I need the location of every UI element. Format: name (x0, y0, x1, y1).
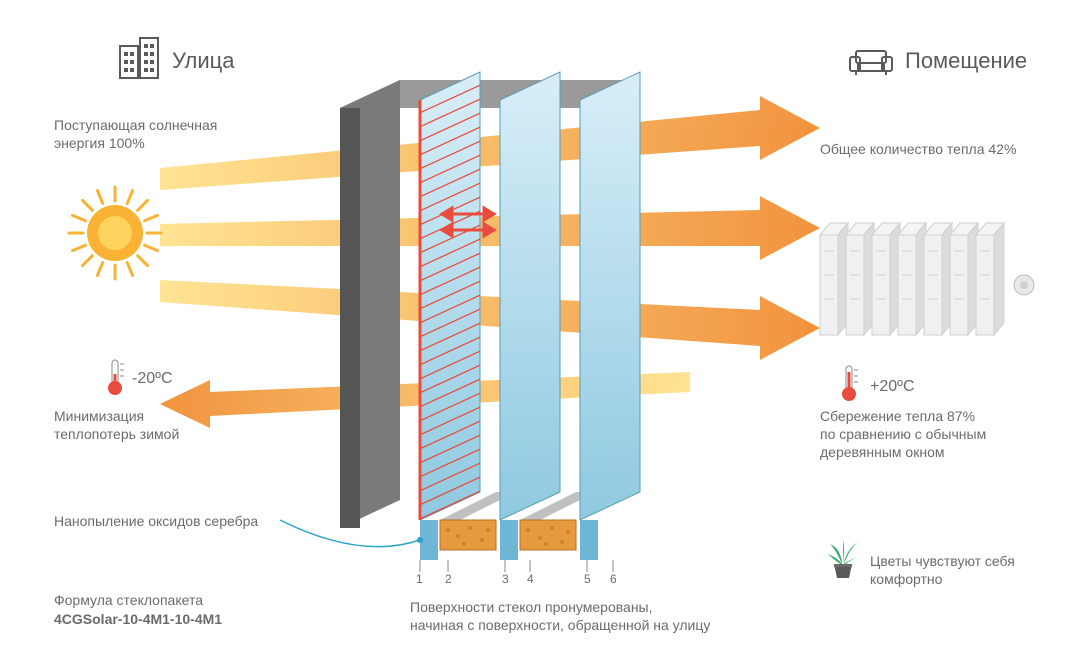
surfaces-caption: Поверхности стекол пронумерованы, начина… (410, 598, 710, 634)
street-title: Улица (172, 48, 234, 74)
surface-num-4: 4 (527, 572, 534, 588)
room-title: Помещение (905, 48, 1027, 74)
radiator-icon (820, 223, 1034, 335)
heatloss-label: Минимизация теплопотерь зимой (54, 407, 179, 443)
surface-num-3: 3 (502, 572, 509, 588)
sun-icon (69, 187, 161, 279)
building-icon (120, 38, 158, 78)
heat-save-label: Сбережение тепла 87% по сравнению с обыч… (820, 407, 986, 462)
surface-num-1: 1 (416, 572, 423, 588)
heat-arrows (160, 96, 820, 428)
total-heat-label: Общее количество тепла 42% (820, 140, 1016, 158)
surface-num-2: 2 (445, 572, 452, 588)
surface-num-5: 5 (584, 572, 591, 588)
thermometer-warm-icon (842, 366, 858, 401)
inside-temp: +20ºС (870, 378, 915, 396)
formula-title: Формула стеклопакета (54, 591, 203, 609)
surface-num-6: 6 (610, 572, 617, 588)
sofa-icon (850, 51, 892, 75)
formula-value: 4CGSolar-10-4M1-10-4M1 (54, 610, 222, 628)
glass-unit (340, 0, 640, 660)
thermometer-cold-icon (108, 360, 124, 395)
outside-temp: -20ºС (132, 370, 173, 388)
nanocoating-label: Нанопыление оксидов серебра (54, 512, 258, 530)
nanocoating-pointer (280, 520, 420, 547)
incoming-energy-label: Поступающая солнечная энергия 100% (54, 116, 217, 152)
flowers-label: Цветы чувствуют себя комфортно (870, 552, 1015, 588)
plant-icon (828, 540, 858, 578)
